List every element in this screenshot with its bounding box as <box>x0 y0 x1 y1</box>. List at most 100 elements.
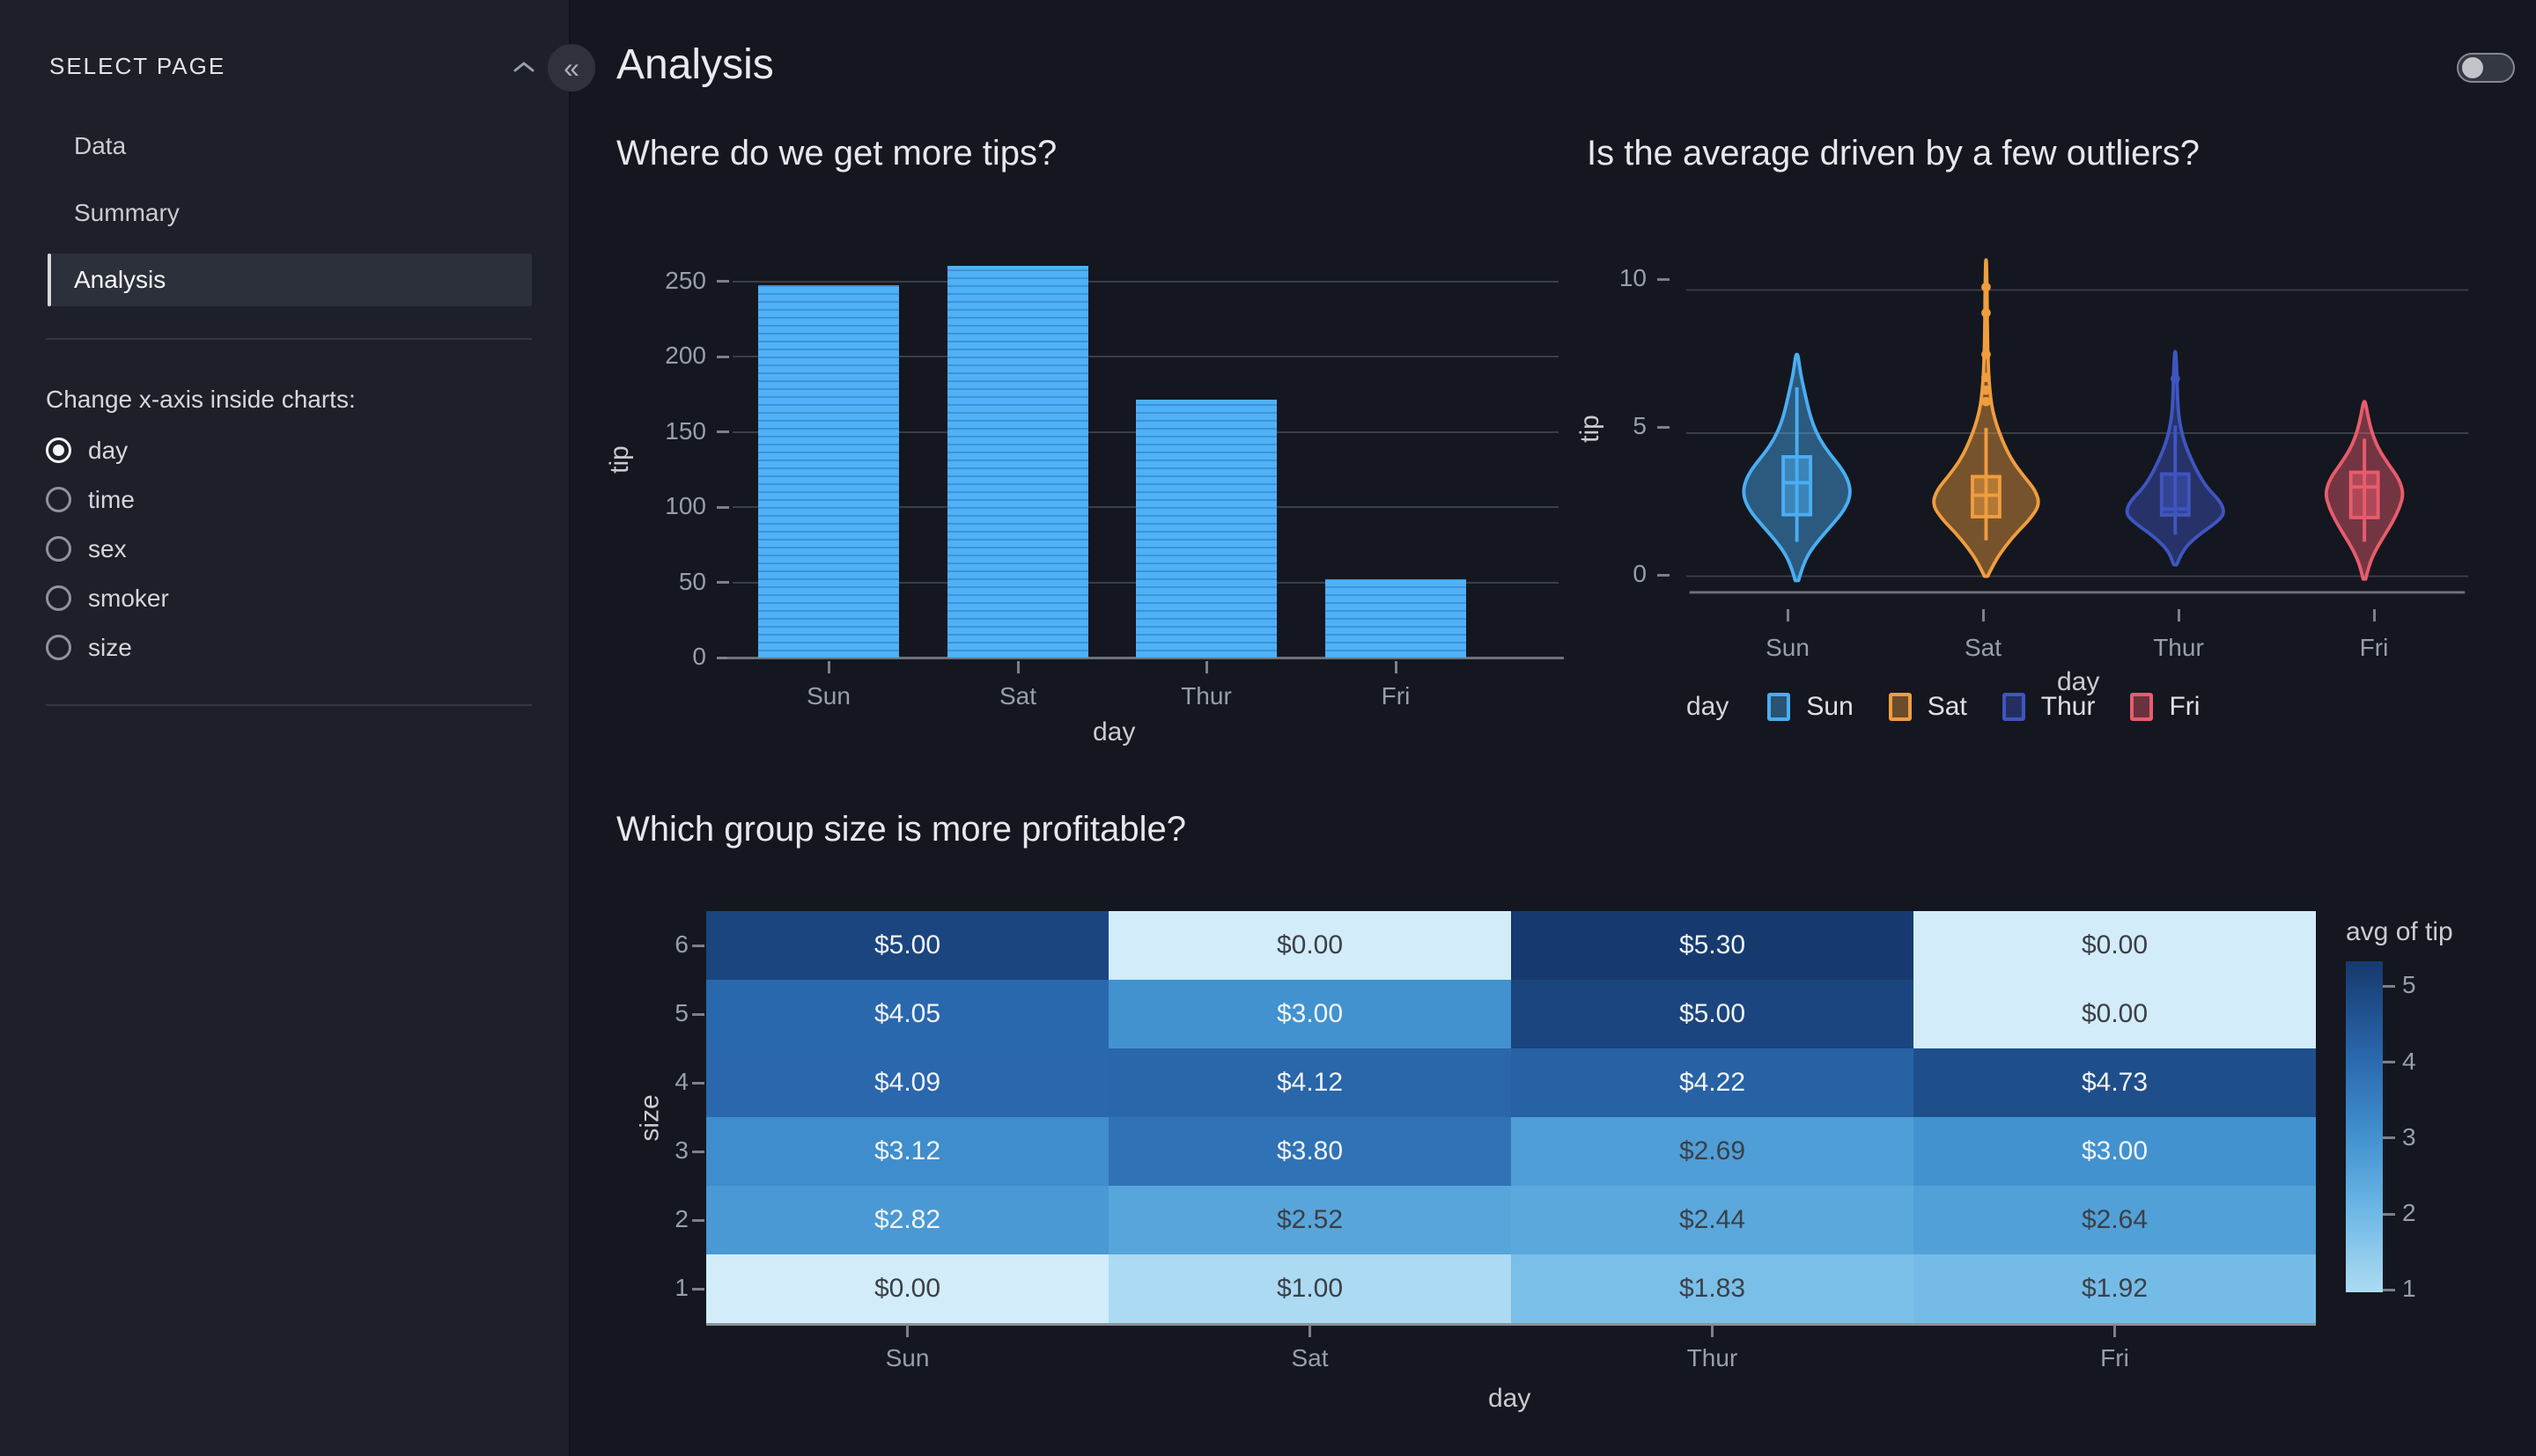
y-tick-label: 0 <box>692 643 706 670</box>
colorbar-tick-dash <box>2383 1136 2395 1140</box>
y-tick-label: 3 <box>675 1136 689 1164</box>
violin-thur <box>2125 349 2225 567</box>
radio-option-size[interactable]: size <box>46 627 532 668</box>
sidebar-item-data[interactable]: Data <box>48 120 532 173</box>
x-tick-dash <box>1016 661 1020 673</box>
y-tick-label: 6 <box>675 930 689 958</box>
heatmap-cell: $5.00 <box>1511 980 1913 1048</box>
heatmap-cell: $0.00 <box>1109 911 1511 980</box>
heatmap-cell: $0.00 <box>706 1254 1109 1323</box>
x-tick-label: Fri <box>2100 1344 2129 1371</box>
x-tick-label: Sun <box>1766 634 1810 661</box>
legend-item-label: Sun <box>1806 692 1854 721</box>
y-tick-label: 50 <box>678 567 706 595</box>
sidebar-item-label: Summary <box>74 199 180 226</box>
heatmap-colorbar: avg of tip 5 4 3 2 1 <box>2346 917 2504 1302</box>
colorbar-tick-label: 4 <box>2402 1047 2416 1075</box>
radio-circle-icon <box>46 438 71 463</box>
y-tick-label: 2 <box>675 1205 689 1232</box>
x-tick-dash <box>1205 661 1208 673</box>
bar-Fri <box>1325 579 1466 658</box>
colorbar-tick-dash <box>2383 1061 2395 1064</box>
violin-chart-plot[interactable]: 0 5 10 Sun Sat Thur Fri <box>1619 258 2481 661</box>
sidebar: SELECT PAGE Data Summary Analysis Change x… <box>0 0 571 1456</box>
heatmap-cell: $2.44 <box>1511 1186 1913 1254</box>
legend-item-sun: Sun <box>1767 692 1854 722</box>
radio-option-label: time <box>88 485 135 513</box>
x-tick-dash <box>2177 609 2180 621</box>
y-tick-label: 150 <box>665 416 706 445</box>
sidebar-divider-bottom <box>46 704 532 706</box>
bar-chart-xlabel: day <box>1093 717 1136 746</box>
y-tick-label: 4 <box>675 1068 689 1095</box>
page-nav: Data Summary Analysis <box>0 120 571 320</box>
y-tick-label: 5 <box>1633 412 1647 439</box>
sidebar-section-header[interactable]: SELECT PAGE <box>49 53 535 80</box>
selected-accent <box>48 254 51 306</box>
radio-group-label: Change x-axis inside charts: <box>46 386 356 413</box>
y-tick-dash <box>692 1287 704 1291</box>
heatmap-cell: $2.64 <box>1913 1186 2316 1254</box>
violin-chart-xlabel: day <box>2057 667 2100 696</box>
heatmap-cell: $4.09 <box>706 1048 1109 1117</box>
header-toggle[interactable] <box>2457 53 2515 83</box>
radio-option-smoker[interactable]: smoker <box>46 577 532 619</box>
x-tick-label: Thur <box>2153 634 2204 661</box>
sidebar-divider <box>46 338 532 340</box>
sidebar-item-summary[interactable]: Summary <box>48 187 532 239</box>
violin-legend: day Sun Sat Thur Fri <box>1686 692 2235 722</box>
radio-option-sex[interactable]: sex <box>46 528 532 570</box>
toggle-knob-icon <box>2462 57 2483 78</box>
heatmap-cell: $1.83 <box>1511 1254 1913 1323</box>
legend-item-thur: Thur <box>2002 692 2095 722</box>
colorbar-tick-label: 5 <box>2402 971 2416 999</box>
page-title: Analysis <box>616 41 774 88</box>
radio-circle-icon <box>46 536 71 562</box>
legend-title: day <box>1686 692 1729 721</box>
heatmap-cell: $5.30 <box>1511 911 1913 980</box>
y-tick-dash <box>717 505 729 509</box>
gridline <box>733 356 1559 358</box>
collapse-sidebar-button[interactable]: « <box>548 44 595 92</box>
x-axis-line <box>727 657 1564 659</box>
violin-svg <box>1685 258 2469 594</box>
bar-Sun <box>758 285 899 658</box>
y-tick-label: 0 <box>1633 560 1647 587</box>
chevron-up-icon[interactable] <box>512 60 535 74</box>
y-tick-dash <box>717 656 729 659</box>
violin-sat <box>1932 258 2040 578</box>
heatmap-cell: $2.82 <box>706 1186 1109 1254</box>
radio-option-time[interactable]: time <box>46 479 532 520</box>
legend-item-label: Sat <box>1927 692 1967 721</box>
legend-item-fri: Fri <box>2130 692 2200 722</box>
legend-items: Sun Sat Thur Fri <box>1767 692 2235 722</box>
heatmap-plot[interactable]: $5.00 $0.00 $5.30 $0.00 $4.05 $3.00 $5.00 $0.00… <box>675 911 2316 1371</box>
radio-option-day[interactable]: day <box>46 430 532 471</box>
y-tick-label: 10 <box>1618 264 1647 291</box>
heatmap-cell: $1.92 <box>1913 1254 2316 1323</box>
radio-circle-icon <box>46 585 71 611</box>
x-tick-label: Sat <box>1291 1344 1329 1371</box>
select-page-label: SELECT PAGE <box>49 53 226 79</box>
x-tick-label: Sat <box>1964 634 2002 661</box>
sidebar-item-analysis[interactable]: Analysis <box>48 254 532 306</box>
violin-chart-title: Is the average driven by a few outliers? <box>1587 134 2200 173</box>
xaxis-radio-group: day time sex smoker size <box>46 430 532 676</box>
bar-chart-plot[interactable]: 0 50 100 150 200 250 Sun Sat Thur Fri <box>665 261 1564 710</box>
heatmap-cell: $4.12 <box>1109 1048 1511 1117</box>
y-tick-dash <box>1657 573 1670 577</box>
heatmap-cell: $5.00 <box>706 911 1109 980</box>
heatmap-cell: $2.69 <box>1511 1117 1913 1186</box>
y-tick-dash <box>717 430 729 434</box>
heatmap-cell: $3.00 <box>1913 1117 2316 1186</box>
heatmap-grid: $5.00 $0.00 $5.30 $0.00 $4.05 $3.00 $5.00 $0.00… <box>706 911 2316 1323</box>
heatmap-xlabel: day <box>1488 1384 1531 1413</box>
y-tick-label: 100 <box>665 492 706 520</box>
y-tick-dash <box>717 280 729 283</box>
y-tick-label: 5 <box>675 999 689 1026</box>
y-tick-label: 250 <box>665 266 706 294</box>
legend-swatch-icon <box>2002 693 2025 721</box>
x-tick-dash <box>1786 609 1789 621</box>
x-tick-dash <box>2372 609 2376 621</box>
x-tick-label: Sat <box>999 682 1037 710</box>
